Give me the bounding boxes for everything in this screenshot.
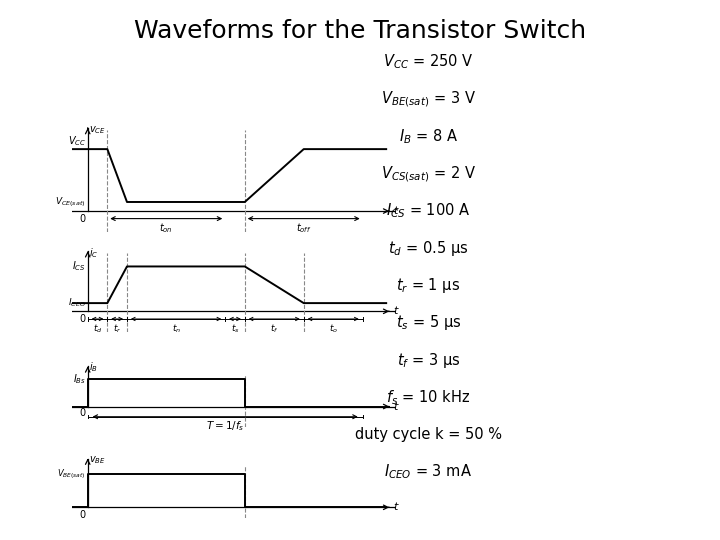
Text: $t_s$: $t_s$	[230, 322, 239, 335]
Text: $V_{CE(sat)}$: $V_{CE(sat)}$	[55, 195, 86, 209]
Text: $I_{CS}$: $I_{CS}$	[72, 260, 86, 273]
Text: $I_{Bs}$: $I_{Bs}$	[73, 372, 86, 386]
Text: $f_s$ = 10 kHz: $f_s$ = 10 kHz	[387, 388, 470, 407]
Text: $v_{CE}$: $v_{CE}$	[89, 124, 105, 136]
Text: $T = 1/f_s$: $T = 1/f_s$	[206, 419, 244, 433]
Text: $V_{CC}$ = 250 V: $V_{CC}$ = 250 V	[383, 53, 474, 71]
Text: 0: 0	[80, 314, 86, 323]
Text: $I_{CS}$ = 100 A: $I_{CS}$ = 100 A	[386, 202, 471, 220]
Text: $t_r$: $t_r$	[113, 322, 122, 335]
Text: $t_{on}$: $t_{on}$	[159, 221, 174, 235]
Text: $I_{CEO}$: $I_{CEO}$	[68, 297, 86, 309]
Text: $i_B$: $i_B$	[89, 361, 98, 374]
Text: t: t	[393, 502, 397, 512]
Text: $V_{BE(sat)}$: $V_{BE(sat)}$	[58, 467, 86, 481]
Text: $t_d$ = 0.5 μs: $t_d$ = 0.5 μs	[388, 239, 469, 258]
Text: t: t	[393, 206, 397, 216]
Text: $t_n$: $t_n$	[171, 322, 181, 335]
Text: $v_{BE}$: $v_{BE}$	[89, 454, 105, 465]
Text: t: t	[393, 402, 397, 411]
Text: $t_f$: $t_f$	[270, 322, 279, 335]
Text: $V_{BE(sat)}$ = 3 V: $V_{BE(sat)}$ = 3 V	[381, 90, 476, 109]
Text: $t_{off}$: $t_{off}$	[296, 221, 312, 235]
Text: $V_{CS(sat)}$ = 2 V: $V_{CS(sat)}$ = 2 V	[381, 164, 476, 184]
Text: $I_B$ = 8 A: $I_B$ = 8 A	[399, 127, 458, 146]
Text: $I_{CEO}$ = 3 mA: $I_{CEO}$ = 3 mA	[384, 463, 472, 481]
Text: 0: 0	[80, 214, 86, 224]
Text: duty cycle k = 50 %: duty cycle k = 50 %	[355, 427, 502, 442]
Text: $i_C$: $i_C$	[89, 246, 98, 260]
Text: t: t	[393, 306, 397, 316]
Text: $t_d$: $t_d$	[93, 322, 102, 335]
Text: $t_r$ = 1 μs: $t_r$ = 1 μs	[396, 276, 461, 295]
Text: 0: 0	[80, 408, 86, 418]
Text: $t_s$ = 5 μs: $t_s$ = 5 μs	[396, 313, 461, 333]
Text: $V_{CC}$: $V_{CC}$	[68, 134, 86, 149]
Text: $t_o$: $t_o$	[328, 322, 338, 335]
Text: $t_f$ = 3 μs: $t_f$ = 3 μs	[397, 350, 460, 370]
Text: Waveforms for the Transistor Switch: Waveforms for the Transistor Switch	[134, 19, 586, 43]
Text: 0: 0	[80, 510, 86, 519]
